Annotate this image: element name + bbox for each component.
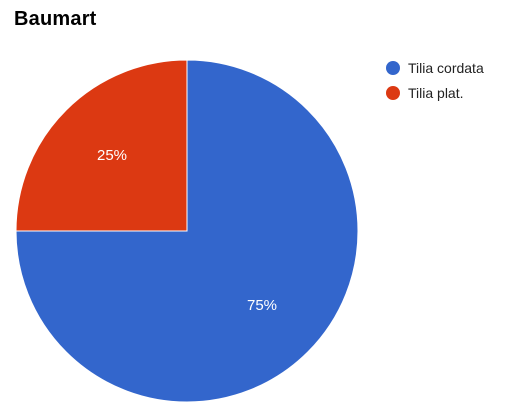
legend-swatch-tilia-cordata — [386, 61, 400, 75]
pie-slice-tilia-cordata[interactable] — [15, 59, 359, 402]
pie-slice-tilia-plat[interactable] — [15, 59, 188, 232]
legend-item-tilia-cordata[interactable]: Tilia cordata — [386, 58, 484, 78]
pie-slices — [15, 59, 359, 402]
pie-labels: 75% 25% — [97, 147, 277, 314]
legend-item-tilia-plat[interactable]: Tilia plat. — [386, 83, 484, 103]
legend: Tilia cordata Tilia plat. — [386, 58, 484, 108]
chart-title: Baumart — [14, 8, 97, 30]
legend-label-tilia-cordata: Tilia cordata — [408, 60, 484, 76]
legend-swatch-tilia-plat — [386, 86, 400, 100]
legend-label-tilia-plat: Tilia plat. — [408, 85, 464, 101]
pie-label-tilia-plat: 25% — [97, 147, 127, 164]
pie-label-tilia-cordata: 75% — [247, 297, 277, 314]
